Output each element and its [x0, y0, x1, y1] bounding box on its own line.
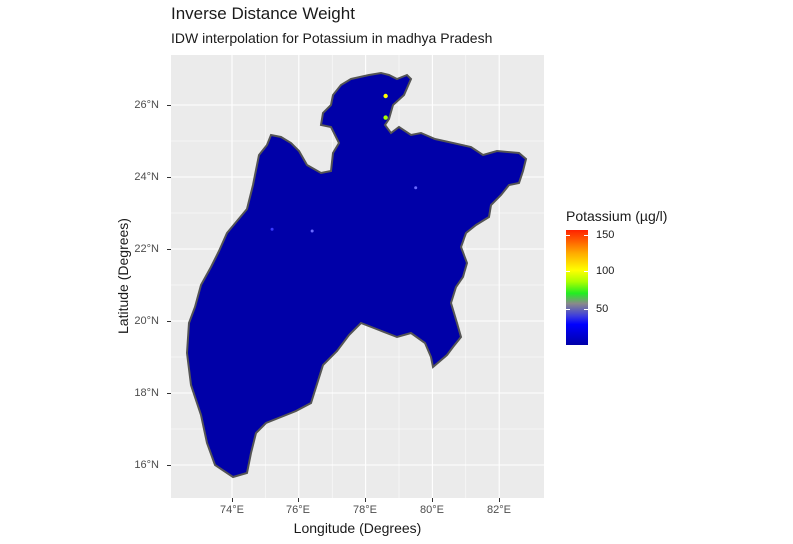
legend-label: 50: [596, 303, 609, 315]
y-tick-label: 24°N: [134, 171, 159, 183]
x-tick-mark-78: [365, 498, 366, 502]
x-tick-label: 76°E: [286, 504, 310, 516]
hotspot-point: [383, 93, 388, 99]
legend-tick-right: [584, 271, 588, 272]
x-tick-mark-82: [499, 498, 500, 502]
hotspot-point: [310, 229, 314, 233]
x-tick-mark-74: [232, 498, 233, 502]
map-svg: [171, 55, 544, 498]
map-panel: [171, 55, 544, 498]
y-tick-mark-16: [167, 465, 171, 466]
y-tick-mark-22: [167, 249, 171, 250]
legend-title: Potassium (µg/l): [566, 208, 668, 224]
region-outline: [185, 71, 528, 479]
y-tick-label: 18°N: [134, 387, 159, 399]
y-tick-mark-20: [167, 321, 171, 322]
legend-tick-right: [584, 235, 588, 236]
chart-subtitle: IDW interpolation for Potassium in madhy…: [171, 30, 493, 46]
legend-tick-left: [566, 309, 570, 310]
x-tick-mark-80: [432, 498, 433, 502]
legend-tick-left: [566, 271, 570, 272]
legend-tick-right: [584, 309, 588, 310]
y-tick-label: 20°N: [134, 315, 159, 327]
y-tick-mark-26: [167, 105, 171, 106]
legend-tick-left: [566, 235, 570, 236]
x-tick-label: 78°E: [353, 504, 377, 516]
x-tick-label: 80°E: [420, 504, 444, 516]
y-axis-label: Latitude (Degrees): [115, 218, 131, 334]
y-tick-label: 26°N: [134, 99, 159, 111]
hotspot-layer: [270, 93, 418, 233]
hotspot-point: [414, 186, 418, 190]
chart-title: Inverse Distance Weight: [171, 4, 355, 23]
legend-label: 150: [596, 229, 615, 241]
x-tick-label: 74°E: [220, 504, 244, 516]
y-tick-label: 22°N: [134, 243, 159, 255]
x-axis-label: Longitude (Degrees): [293, 520, 422, 536]
legend-label: 100: [596, 265, 615, 277]
y-tick-mark-24: [167, 177, 171, 178]
hotspot-point: [383, 115, 388, 120]
x-tick-label: 82°E: [487, 504, 511, 516]
y-tick-label: 16°N: [134, 459, 159, 471]
y-tick-mark-18: [167, 393, 171, 394]
x-tick-mark-76: [298, 498, 299, 502]
hotspot-point: [270, 227, 274, 231]
legend-colorbar: [566, 230, 588, 345]
